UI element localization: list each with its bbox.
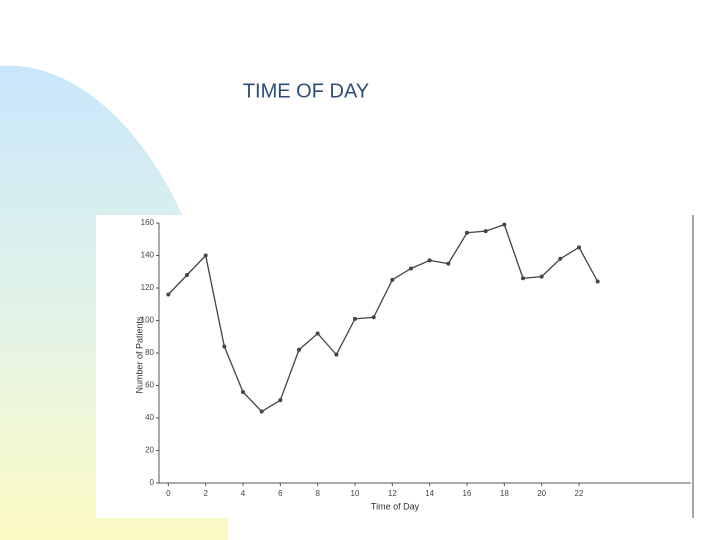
y-tick-label: 120 <box>141 283 155 292</box>
x-tick-label: 14 <box>425 489 434 498</box>
data-point <box>241 390 245 394</box>
data-point <box>483 229 488 234</box>
y-tick-label: 40 <box>145 413 154 422</box>
data-point <box>539 274 544 279</box>
y-axis-label: Number of Patients <box>134 316 144 394</box>
x-axis-label: Time of Day <box>371 501 420 511</box>
data-point <box>558 256 563 261</box>
data-point <box>390 277 395 282</box>
y-tick-label: 160 <box>141 218 155 227</box>
y-tick-label: 20 <box>145 446 154 455</box>
data-point <box>577 245 581 250</box>
data-point <box>353 316 357 321</box>
x-tick-label: 8 <box>315 489 320 498</box>
data-point <box>222 344 227 349</box>
x-tick-label: 10 <box>351 489 360 498</box>
x-tick-label: 2 <box>203 489 208 498</box>
data-point <box>465 230 469 235</box>
x-tick-label: 0 <box>166 489 171 498</box>
data-point <box>278 398 283 403</box>
x-tick-label: 20 <box>537 489 546 498</box>
data-point <box>446 261 451 266</box>
data-line <box>167 223 599 413</box>
data-point <box>297 347 301 352</box>
y-tick-label: 140 <box>141 251 155 260</box>
data-point <box>502 222 507 227</box>
y-tick-label: 100 <box>141 316 155 325</box>
data-point <box>409 266 413 271</box>
y-tick-label: 80 <box>145 348 154 357</box>
data-point <box>334 352 339 357</box>
data-point <box>259 409 264 414</box>
data-point <box>371 315 376 320</box>
x-tick-label: 16 <box>463 489 472 498</box>
x-tick-label: 18 <box>500 489 509 498</box>
data-point <box>521 276 525 281</box>
x-tick-label: 6 <box>278 489 283 498</box>
y-tick-label: 0 <box>150 478 155 487</box>
x-tick-label: 12 <box>388 489 397 498</box>
data-point <box>315 331 320 336</box>
data-point <box>427 258 432 263</box>
x-tick-label: 4 <box>241 489 246 498</box>
data-point <box>203 253 208 258</box>
chart-panel <box>96 215 698 518</box>
y-tick-label: 60 <box>145 381 154 390</box>
x-tick-label: 22 <box>575 489 584 498</box>
data-point <box>595 279 600 284</box>
data-point <box>185 273 189 277</box>
slide-title: TIME OF DAY <box>243 80 369 102</box>
data-point <box>166 292 171 297</box>
